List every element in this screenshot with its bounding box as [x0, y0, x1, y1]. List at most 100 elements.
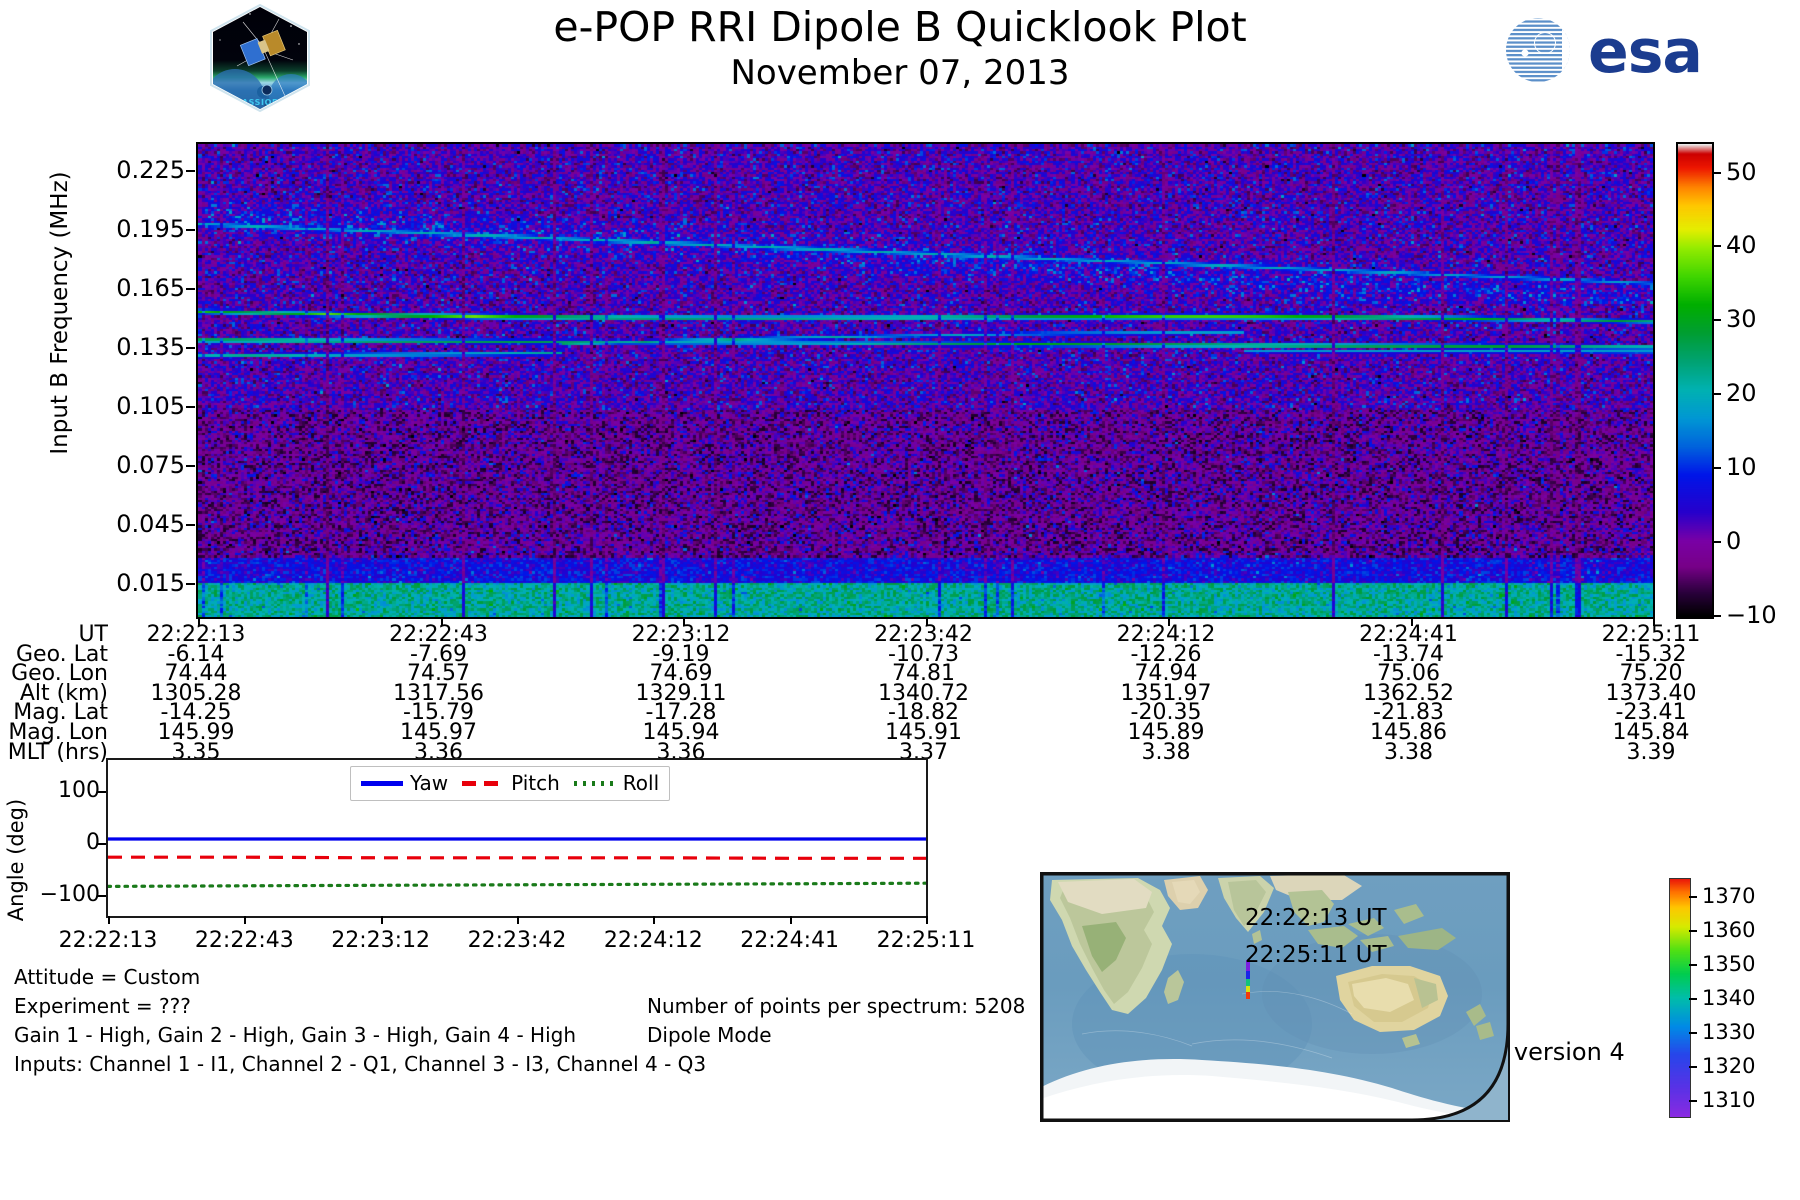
ephemeris-cell: 22:25:11 — [1601, 622, 1701, 647]
spectrogram-y-tick-mark — [186, 406, 195, 409]
page-title: e-POP RRI Dipole B Quicklook Plot — [553, 3, 1247, 51]
colorbar-tick-label: −10 — [1726, 601, 1777, 629]
colorbar-tick-label: 20 — [1726, 379, 1757, 408]
spectrogram-y-tick-label: 0.075 — [116, 451, 185, 480]
map-annotation-start: 22:22:13 UT — [1245, 905, 1387, 931]
ephemeris-cell: 74.94 — [1134, 661, 1198, 687]
title-block: e-POP RRI Dipole B Quicklook Plot Novemb… — [400, 2, 1400, 94]
ephemeris-cell: -9.19 — [652, 641, 710, 667]
ephemeris-row-label: MLT (hrs) — [7, 739, 108, 765]
ephemeris-cell: 22:23:42 — [874, 622, 973, 647]
ground-track-marker — [1246, 960, 1250, 999]
ephemeris-cell: -15.79 — [403, 700, 474, 726]
ephemeris-cell: 1317.56 — [393, 680, 484, 706]
ephemeris-cell: 22:24:12 — [1116, 622, 1216, 647]
spectrogram-colorbar-gradient — [1678, 144, 1712, 617]
spectrogram-colorbar-ticks: 50 40 30 20 10 0 −10 — [1712, 142, 1792, 629]
note-points-per-spectrum: Number of points per spectrum: 5208 — [647, 994, 1026, 1018]
spectrogram-y-tick-label: 0.105 — [116, 392, 185, 421]
ephemeris-cell: 145.94 — [642, 719, 720, 745]
colorbar-tick-label: 40 — [1726, 231, 1757, 260]
colorbar-tick-label: 10 — [1726, 453, 1757, 482]
ephemeris-row: Mag. Lat -14.25 -15.79 -17.28 -18.82 -20.35 -2… — [0, 700, 1686, 725]
spectrogram-y-tick-label: 0.135 — [116, 333, 185, 362]
colorbar-tick-mark — [1712, 171, 1721, 174]
altitude-colorbar-ticks: 1370 1360 1350 1340 1330 1320 1310 — [1689, 879, 1799, 1117]
ephemeris-cell: -13.74 — [1373, 641, 1444, 667]
ephemeris-cell: 22:22:43 — [389, 622, 488, 647]
ephemeris-cell: 74.69 — [649, 661, 713, 687]
ephemeris-row-label: Mag. Lon — [8, 719, 108, 745]
colorbar-tick-mark — [1712, 615, 1721, 617]
ephemeris-cell: 1329.11 — [635, 680, 727, 706]
altitude-colorbar-tick-label: 1330 — [1702, 1020, 1756, 1044]
ephemeris-cell: 145.89 — [1127, 719, 1205, 745]
spectrogram-x-tick-mark — [1653, 617, 1655, 626]
spectrogram-y-tick-mark — [186, 524, 195, 527]
attitude-lines — [106, 837, 928, 889]
legend-item-pitch: Pitch — [462, 771, 560, 795]
colorbar-tick-label: 30 — [1726, 305, 1757, 334]
page-subtitle: November 07, 2013 — [730, 53, 1070, 93]
spectrogram-y-tick-mark — [186, 288, 195, 291]
attitude-x-tick-mark — [926, 916, 928, 924]
spectrogram-panel: Input B Frequency (MHz) 0.225 0.195 0.165 0… — [47, 140, 1792, 629]
ephemeris-table: UT 22:22:13 22:22:43 22:23:12 22:23:42 22:24:… — [0, 622, 1701, 765]
spectrogram-y-tick-mark — [186, 347, 195, 350]
note-inputs: Inputs: Channel 1 - I1, Channel 2 - Q1, … — [14, 1052, 707, 1076]
legend-swatch-roll — [573, 780, 616, 786]
ephemeris-cell: 74.81 — [892, 661, 955, 687]
colorbar-tick-mark — [1712, 467, 1721, 470]
note-attitude: Attitude = Custom — [14, 965, 201, 989]
altitude-colorbar-tick-mark — [1689, 964, 1697, 966]
ephemeris-row: Alt (km) 1305.28 1317.56 1329.11 1340.72 1351… — [0, 681, 1697, 706]
ephemeris-cell: 1305.28 — [150, 680, 242, 706]
attitude-y-tick-label: −100 — [39, 882, 100, 907]
spectrogram-y-tick-mark — [186, 465, 195, 468]
note-mode: Dipole Mode — [647, 1023, 772, 1047]
attitude-series-pitch — [108, 855, 926, 860]
ephemeris-cell: -18.82 — [888, 700, 959, 726]
altitude-colorbar-tick-label: 1350 — [1702, 952, 1756, 976]
ephemeris-row-label: Geo. Lat — [15, 641, 108, 667]
legend-item-yaw: Yaw — [361, 771, 448, 795]
ephemeris-cell: -7.69 — [410, 641, 467, 667]
ephemeris-cell: 3.38 — [1384, 739, 1433, 765]
spectrogram-y-tick-label: 0.045 — [116, 510, 185, 539]
ephemeris-row: Geo. Lon 74.44 74.57 74.69 74.81 74.94 75.06 75… — [0, 661, 1682, 686]
altitude-colorbar-tick-mark — [1689, 1100, 1697, 1102]
legend-label-yaw: Yaw — [410, 771, 449, 795]
altitude-colorbar — [1669, 878, 1691, 1118]
altitude-colorbar-tick-mark — [1689, 998, 1697, 1000]
altitude-colorbar-tick-label: 1320 — [1702, 1054, 1756, 1078]
altitude-colorbar-tick-label: 1360 — [1702, 918, 1756, 942]
spectrogram-y-tick-mark — [186, 170, 195, 173]
notes-left: Attitude = Custom Experiment = ??? Gain … — [14, 963, 706, 1079]
ephemeris-cell: -14.25 — [160, 700, 232, 726]
attitude-y-tick-mark — [98, 791, 106, 793]
ephemeris-row: MLT (hrs) 3.35 3.36 3.36 3.37 3.38 3.38 3.39 — [0, 740, 1676, 765]
ephemeris-cell: -12.26 — [1130, 641, 1202, 667]
altitude-colorbar-tick-mark — [1689, 896, 1697, 898]
note-gains: Gain 1 - High, Gain 2 - High, Gain 3 - H… — [14, 1023, 577, 1047]
altitude-colorbar-tick-label: 1310 — [1702, 1088, 1756, 1112]
legend-item-roll: Roll — [573, 771, 660, 795]
legend-label-pitch: Pitch — [511, 771, 560, 795]
ephemeris-cell: 1373.40 — [1605, 680, 1697, 706]
legend-swatch-pitch — [462, 780, 505, 786]
ephemeris-cell: -17.28 — [645, 700, 717, 726]
spectrogram-image — [198, 144, 1653, 617]
altitude-colorbar-tick-mark — [1689, 930, 1697, 932]
spectrogram-x-tick-mark — [925, 617, 928, 626]
ephemeris-cell: -10.73 — [888, 641, 959, 667]
ephemeris-cell: 3.39 — [1626, 739, 1676, 765]
legend-label-roll: Roll — [622, 771, 660, 795]
notes-middle: Number of points per spectrum: 5208 Dipo… — [647, 992, 1025, 1050]
spectrogram-x-tick-marks — [196, 617, 1655, 627]
ephemeris-cell: 75.06 — [1377, 661, 1440, 687]
spectrogram-y-tick-marks — [186, 140, 196, 620]
svg-text:CASSIOPE: CASSIOPE — [235, 98, 284, 107]
attitude-x-tick-mark — [653, 916, 656, 924]
spectrogram-y-tick-label: 0.165 — [116, 274, 185, 303]
ephemeris-cell: 22:23:12 — [631, 622, 731, 647]
